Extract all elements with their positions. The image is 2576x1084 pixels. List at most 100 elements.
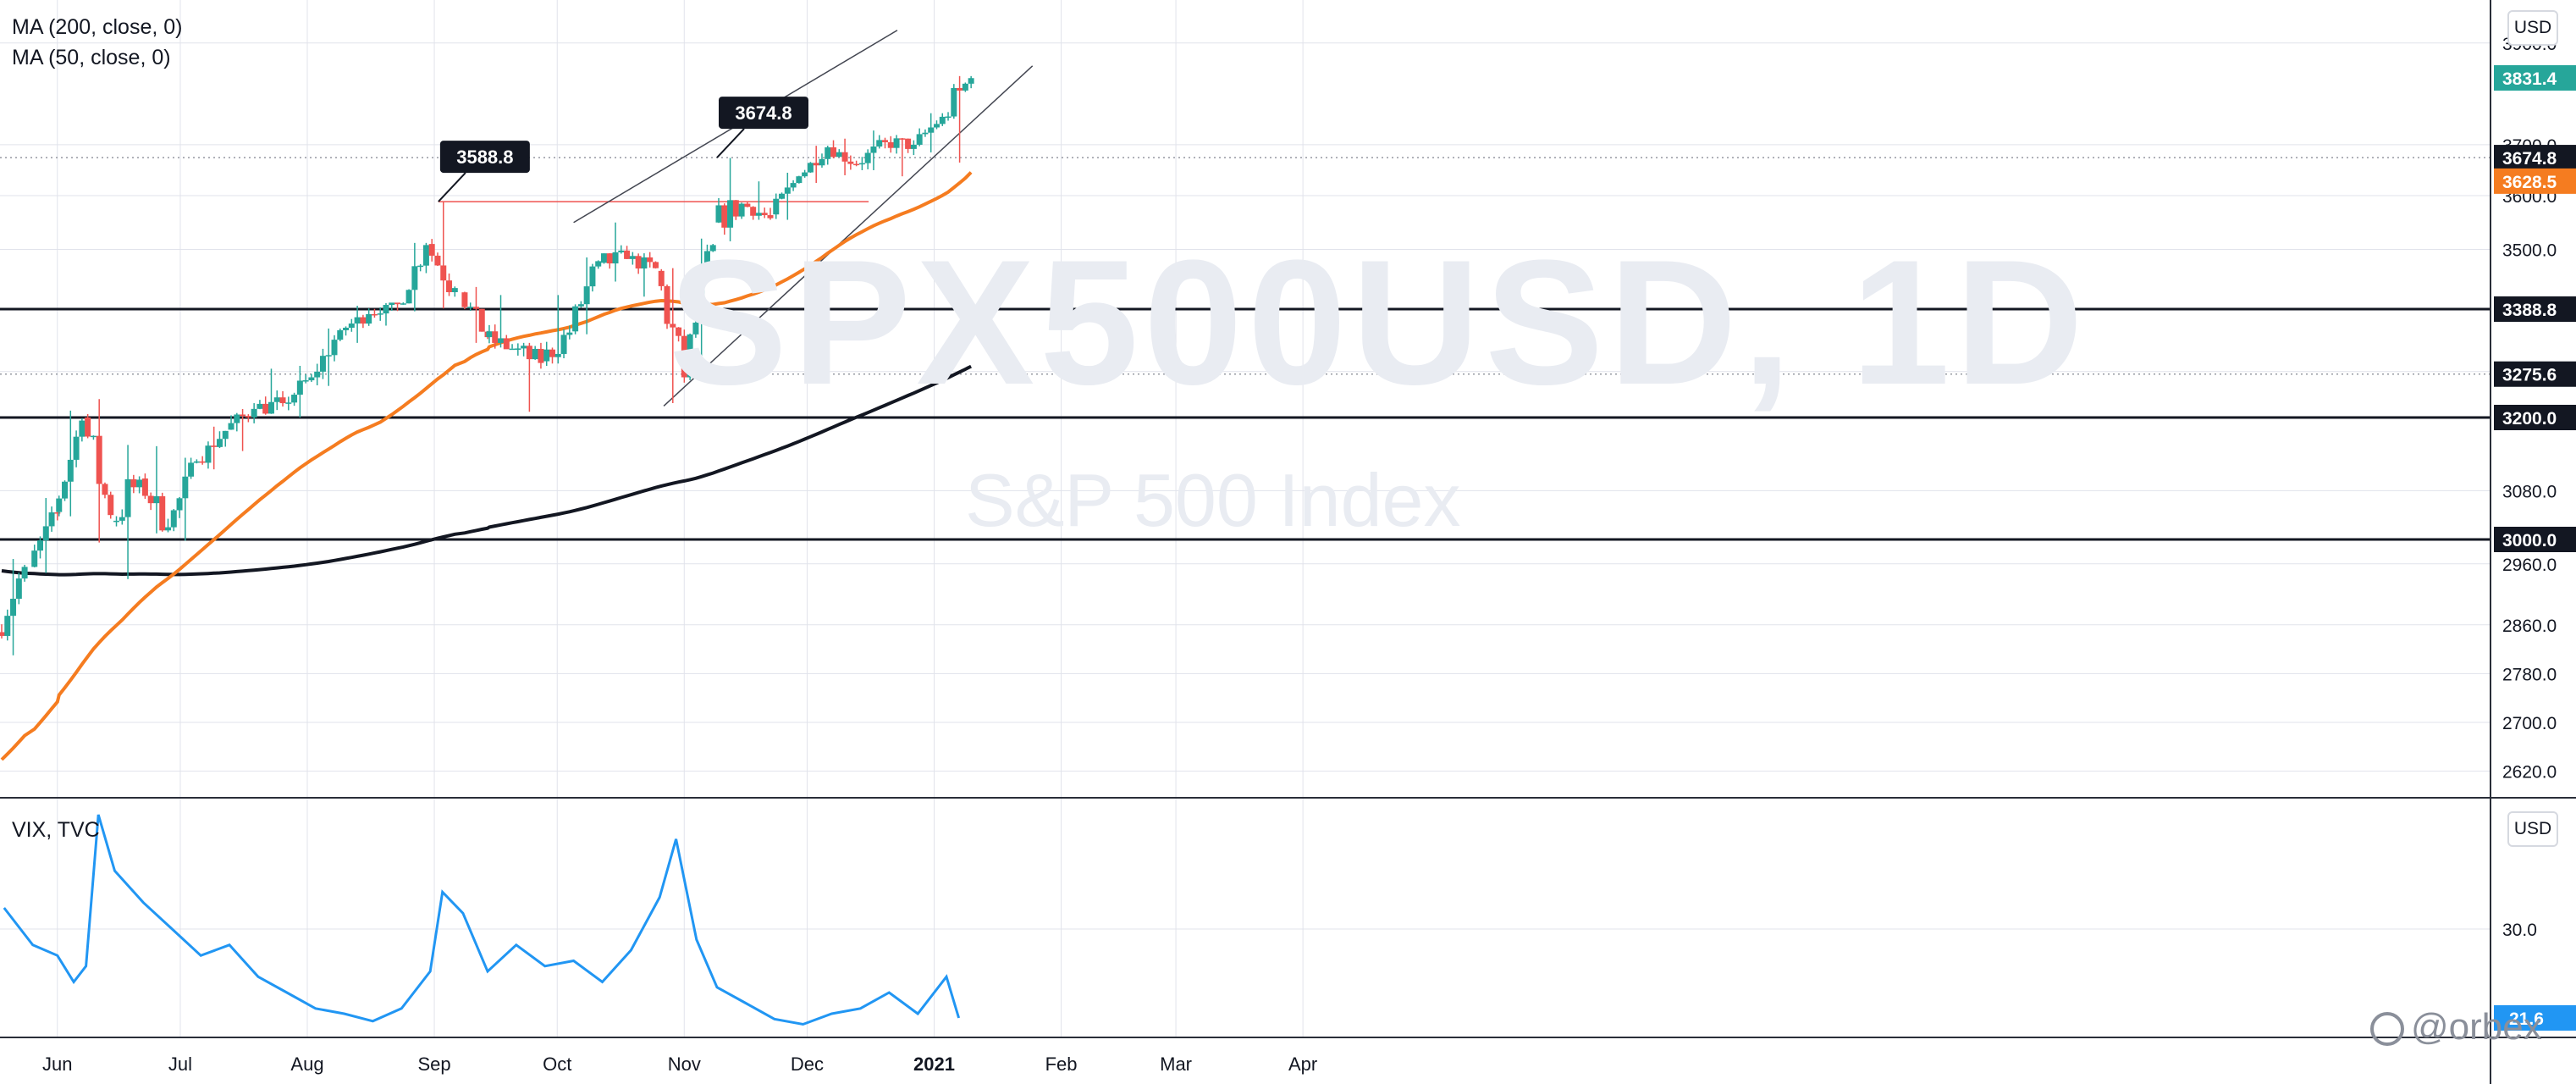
candle-body: [279, 397, 286, 404]
candle-body: [331, 340, 338, 356]
brand-text: @orbex: [2411, 1006, 2542, 1048]
candle-body: [366, 313, 372, 324]
candle-body: [159, 495, 166, 531]
candle-body: [188, 462, 195, 477]
candle-body: [583, 286, 590, 305]
candle-body: [234, 414, 240, 423]
candle-body: [790, 183, 797, 188]
x-tick-label: Jun: [42, 1054, 72, 1075]
y-tick-label: 2620.0: [2502, 763, 2557, 783]
candle-body: [96, 435, 102, 484]
candle-body: [467, 307, 474, 308]
x-tick-label: 2021: [913, 1054, 955, 1075]
candle-body: [67, 459, 74, 482]
callout-label: 3674.8: [735, 102, 792, 124]
callout-box: [719, 97, 808, 130]
candle-body: [813, 163, 819, 166]
candle-body: [296, 380, 303, 395]
candle-body: [755, 213, 762, 216]
vix-legend[interactable]: VIX, TVC: [12, 818, 100, 842]
candle-body: [560, 335, 567, 354]
candle-body: [968, 78, 974, 84]
y-tick-label: 3080.0: [2502, 482, 2557, 501]
ma200-legend[interactable]: MA (200, close, 0): [12, 15, 183, 39]
candle-body: [830, 147, 837, 158]
candle-body: [36, 540, 43, 551]
candle-body: [629, 256, 636, 259]
x-tick-label: Feb: [1045, 1054, 1078, 1075]
candle-body: [647, 257, 654, 263]
candle-body: [703, 251, 710, 279]
x-tick-label: Sep: [417, 1054, 450, 1075]
candle-body: [343, 327, 350, 330]
candle-body: [543, 349, 550, 362]
candle-body: [784, 187, 791, 194]
currency-button-main[interactable]: USD: [2507, 10, 2558, 46]
candle-body: [761, 213, 768, 216]
x-tick-label: Mar: [1160, 1054, 1192, 1075]
x-tick-label: Nov: [668, 1054, 701, 1075]
candle-body: [124, 478, 131, 517]
candle-body: [199, 461, 206, 463]
x-tick-label: Dec: [791, 1054, 824, 1075]
x-tick-label: Oct: [543, 1054, 571, 1075]
candle-body: [79, 420, 85, 437]
price-tag-bg: [2494, 145, 2576, 171]
price-tag-label: 3388.8: [2502, 301, 2557, 320]
candle-body: [916, 134, 923, 145]
candle-body: [732, 200, 739, 217]
price-tag-bg: [2494, 527, 2576, 552]
y-tick-label: 2780.0: [2502, 665, 2557, 684]
y-tick-label: 2860.0: [2502, 617, 2557, 636]
candle-body: [819, 158, 825, 166]
ma50-legend[interactable]: MA (50, close, 0): [12, 46, 171, 69]
candle-body: [147, 495, 154, 504]
candle-body: [90, 435, 97, 438]
candle-body: [42, 526, 49, 541]
candle-body: [664, 285, 670, 324]
candle-body: [108, 495, 114, 516]
candle-body: [170, 510, 177, 528]
x-tick-label: Apr: [1288, 1054, 1317, 1075]
candle-body: [744, 203, 751, 207]
channel-lower-line: [663, 65, 1034, 406]
brand-watermark: @orbex: [2370, 1006, 2542, 1048]
candle-body: [440, 265, 447, 281]
candle-body: [681, 335, 687, 378]
candle-body: [0, 632, 5, 636]
candle-body: [498, 338, 505, 343]
candle-body: [394, 302, 401, 305]
candle-body: [957, 87, 963, 91]
candle-body: [509, 348, 516, 351]
candle-body: [113, 520, 120, 523]
candle-body: [165, 527, 172, 531]
currency-button-vix[interactable]: USD: [2507, 811, 2558, 847]
candle-body: [383, 305, 389, 314]
y-tick-label: 2960.0: [2502, 556, 2557, 575]
candle-body: [102, 484, 108, 495]
candle-body: [119, 517, 125, 521]
candle-body: [461, 292, 468, 307]
candle-body: [727, 200, 734, 228]
candle-body: [521, 346, 527, 349]
candle-body: [31, 550, 38, 567]
candle-body: [767, 215, 774, 218]
candle-body: [526, 346, 532, 360]
candle-body: [492, 331, 499, 343]
candle-body: [245, 416, 251, 418]
candle-body: [400, 303, 406, 305]
candle-body: [291, 395, 298, 403]
price-tag-label: 3000.0: [2502, 531, 2557, 550]
candle-body: [847, 161, 854, 164]
candle-body: [600, 253, 607, 263]
candle-body: [389, 302, 395, 306]
candle-body: [503, 338, 510, 350]
candle-body: [709, 245, 716, 252]
candle-body: [802, 172, 808, 177]
candle-body: [411, 266, 418, 290]
candle-body: [922, 132, 929, 135]
candle-body: [472, 307, 479, 309]
vix-y-tick-label: 30.0: [2502, 921, 2537, 940]
candle-body: [933, 124, 940, 128]
